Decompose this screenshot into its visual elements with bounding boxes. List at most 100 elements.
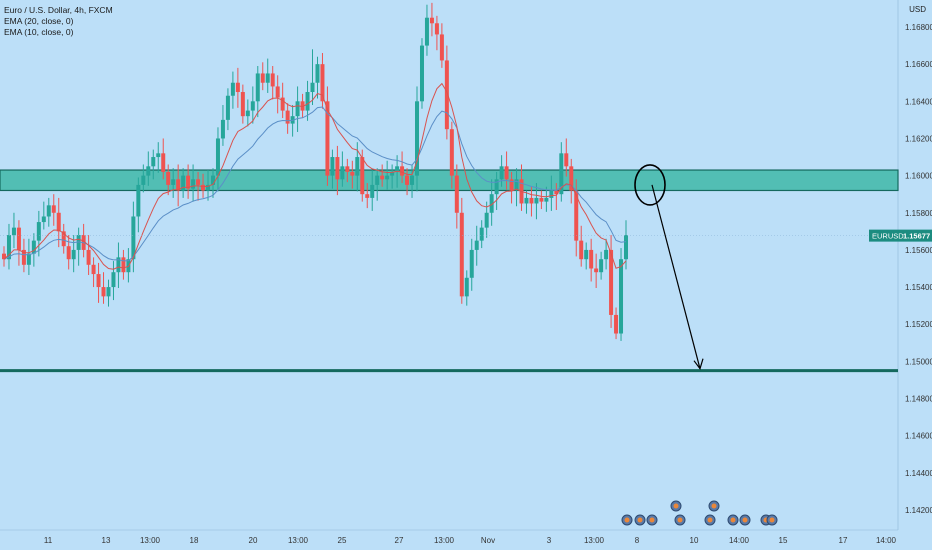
candle-body — [410, 175, 415, 185]
x-tick-label: 17 — [839, 536, 848, 545]
candle-body — [494, 179, 499, 195]
candle-body — [181, 175, 186, 191]
candle-body — [260, 73, 265, 83]
candle-body — [166, 171, 171, 185]
candle-body — [86, 249, 91, 265]
y-tick-label: 1.16200 — [905, 134, 932, 143]
x-tick-label: 13:00 — [288, 536, 309, 545]
candle-body — [16, 227, 21, 250]
candle-body — [529, 197, 534, 204]
annotation-arrow — [651, 184, 701, 369]
x-tick-label: 25 — [338, 536, 347, 545]
candle-body — [161, 153, 166, 172]
chart-legend: Euro / U.S. Dollar, 4h, FXCM EMA (20, cl… — [4, 5, 113, 38]
candle-body — [355, 157, 360, 176]
event-marker-dot — [730, 517, 736, 523]
annotation-circle — [634, 164, 666, 206]
candle-body — [56, 212, 61, 232]
candle-body — [171, 179, 176, 185]
x-tick-label: 18 — [190, 536, 199, 545]
candle-body — [594, 268, 599, 273]
candle-body — [439, 34, 444, 61]
candle-body — [479, 227, 484, 241]
candle-body — [619, 259, 624, 334]
candle-body — [176, 179, 181, 191]
candle-body — [524, 197, 529, 204]
candle-body — [186, 175, 191, 189]
symbol-title: Euro / U.S. Dollar, 4h, FXCM — [4, 5, 113, 15]
candle-body — [624, 235, 628, 260]
price-tag — [869, 229, 932, 242]
candle-body — [415, 101, 420, 176]
candle-body — [325, 101, 330, 176]
y-tick-label: 1.15400 — [905, 283, 932, 292]
y-tick-label: 1.16800 — [905, 23, 932, 32]
candle-body — [196, 179, 201, 185]
candle-body — [51, 205, 56, 213]
candle-body — [459, 212, 464, 297]
candle-body — [514, 179, 519, 191]
candle-body — [76, 235, 81, 250]
x-tick-label: 20 — [249, 536, 258, 545]
event-marker-dot — [707, 517, 713, 523]
candle-body — [504, 166, 509, 180]
candle-body — [579, 240, 584, 260]
candle-body — [544, 197, 549, 202]
candle-body — [111, 272, 116, 288]
candle-body — [574, 190, 579, 241]
candle-body — [584, 249, 589, 260]
candle-body — [509, 179, 514, 191]
candle-body — [215, 138, 220, 176]
candle-body — [429, 17, 434, 24]
candle-body — [499, 166, 504, 180]
candle-body — [61, 231, 66, 247]
candle-body — [385, 175, 390, 180]
candle-body — [340, 166, 345, 180]
candle-body — [335, 157, 340, 180]
candle-body — [270, 73, 275, 87]
ema10-label: EMA (10, close, 0) — [4, 27, 74, 37]
event-marker-dot — [624, 517, 630, 523]
candle-body — [275, 86, 280, 98]
candle-body — [534, 197, 539, 204]
candle-body — [141, 175, 146, 185]
candle-body — [370, 184, 375, 198]
candle-body — [464, 277, 469, 297]
candle-body — [569, 166, 574, 191]
candle-body — [295, 101, 300, 117]
x-tick-label: 3 — [547, 536, 552, 545]
event-marker-dot — [711, 503, 717, 509]
candle-body — [121, 257, 126, 273]
annotation-arrowhead — [693, 358, 704, 370]
candle-body — [101, 287, 106, 297]
candle-body — [589, 249, 594, 269]
x-tick-label: Nov — [481, 536, 495, 545]
x-tick-label: 13:00 — [584, 536, 605, 545]
y-tick-label: 1.15000 — [905, 357, 932, 366]
candle-body — [604, 249, 609, 260]
y-tick-label: 1.14400 — [905, 469, 932, 478]
x-tick-label: 8 — [635, 536, 640, 545]
x-tick-label: 15 — [779, 536, 788, 545]
y-tick-label: 1.14200 — [905, 506, 932, 515]
candle-body — [395, 166, 400, 172]
candle-body — [449, 129, 454, 176]
price-tag-value: 1.15677 — [903, 232, 930, 241]
candle-body — [240, 92, 245, 117]
candle-body — [614, 314, 619, 334]
y-tick-label: 1.14600 — [905, 432, 932, 441]
candle-body — [201, 184, 206, 191]
candle-body — [255, 73, 260, 102]
ema10-line — [3, 82, 627, 270]
ema20-label: EMA (20, close, 0) — [4, 16, 74, 26]
candle-body — [424, 17, 429, 46]
currency-label: USD — [909, 5, 926, 14]
y-tick-label: 1.15200 — [905, 320, 932, 329]
y-tick-label: 1.16400 — [905, 97, 932, 106]
candle-body — [6, 235, 11, 260]
candle-body — [474, 240, 479, 250]
candle-body — [564, 153, 569, 167]
candle-body — [330, 157, 335, 176]
